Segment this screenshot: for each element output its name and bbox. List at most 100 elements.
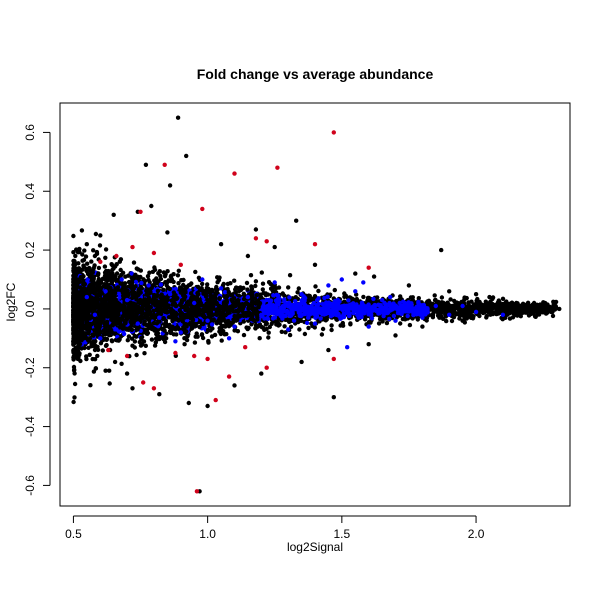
cloud-point bbox=[287, 319, 292, 324]
cloud-point bbox=[431, 309, 436, 315]
cloud-point bbox=[93, 231, 99, 237]
cloud-point bbox=[461, 313, 466, 319]
cloud-point bbox=[98, 341, 104, 346]
cloud-point bbox=[484, 313, 489, 319]
cloud-point bbox=[136, 267, 141, 272]
cloud-point bbox=[176, 281, 181, 286]
cloud-point-core bbox=[314, 298, 320, 303]
cloud-point bbox=[505, 305, 510, 311]
cloud-point bbox=[475, 306, 480, 311]
cloud-point bbox=[200, 281, 205, 287]
cloud-point bbox=[228, 281, 233, 286]
cloud-point bbox=[119, 361, 124, 366]
cloud-point bbox=[147, 270, 152, 275]
cloud-point bbox=[96, 265, 102, 271]
cloud-point bbox=[95, 353, 100, 359]
cloud-point bbox=[432, 293, 437, 298]
cloud-point bbox=[221, 328, 226, 334]
cloud-point bbox=[306, 325, 311, 331]
cloud-point bbox=[91, 339, 96, 344]
cloud-point bbox=[248, 273, 254, 278]
cloud-point-core bbox=[139, 280, 144, 286]
cloud-point bbox=[165, 269, 170, 274]
cloud-point bbox=[168, 278, 174, 284]
cloud-point bbox=[110, 267, 115, 273]
cloud-point bbox=[474, 298, 479, 303]
cloud-point bbox=[507, 311, 512, 316]
cloud-point bbox=[150, 269, 156, 274]
cloud-point-core bbox=[324, 300, 329, 305]
cloud-point bbox=[132, 339, 138, 344]
cloud-point bbox=[214, 287, 220, 292]
cloud-point bbox=[85, 261, 90, 266]
cloud-point-core bbox=[222, 290, 228, 295]
cloud-point bbox=[438, 315, 443, 320]
cloud-point bbox=[487, 304, 492, 310]
cloud-point bbox=[153, 340, 158, 345]
cloud-point bbox=[456, 310, 462, 315]
cloud-point bbox=[451, 315, 457, 320]
cloud-point bbox=[342, 294, 347, 299]
cloud-point bbox=[72, 371, 77, 376]
cloud-point bbox=[185, 333, 190, 339]
cloud-point-core bbox=[289, 306, 294, 312]
cloud-point bbox=[282, 324, 287, 329]
cloud-point bbox=[501, 302, 506, 308]
cloud-point bbox=[452, 298, 457, 304]
cloud-point-core bbox=[178, 322, 183, 327]
cloud-point bbox=[109, 262, 114, 267]
cloud-point bbox=[277, 322, 282, 327]
dense-point-cloud bbox=[71, 228, 559, 405]
cloud-point bbox=[175, 273, 181, 278]
cloud-point-core bbox=[133, 279, 139, 285]
cloud-point bbox=[500, 296, 506, 301]
cloud-point bbox=[550, 313, 556, 319]
cloud-point bbox=[471, 306, 476, 311]
cloud-point bbox=[279, 329, 284, 334]
cloud-point bbox=[162, 339, 168, 345]
cloud-point bbox=[525, 308, 530, 314]
cloud-point bbox=[468, 315, 474, 320]
cloud-point bbox=[232, 278, 237, 283]
cloud-point-core bbox=[397, 300, 402, 306]
cloud-point bbox=[72, 395, 77, 400]
cloud-point bbox=[500, 306, 506, 311]
cloud-point bbox=[427, 301, 432, 306]
cloud-point bbox=[181, 277, 186, 283]
cloud-point bbox=[130, 343, 135, 348]
cloud-point bbox=[375, 295, 380, 300]
cloud-point bbox=[361, 294, 366, 300]
cloud-point bbox=[443, 314, 449, 319]
cloud-point bbox=[319, 332, 325, 337]
cloud-point bbox=[410, 316, 415, 321]
cloud-point bbox=[235, 329, 241, 334]
cloud-point bbox=[530, 310, 535, 315]
cloud-point bbox=[154, 330, 160, 335]
cloud-point bbox=[94, 249, 100, 255]
cloud-point bbox=[267, 324, 272, 330]
cloud-point-core bbox=[320, 301, 325, 307]
cloud-point bbox=[488, 299, 493, 304]
y-axis-label: log2FC bbox=[4, 282, 18, 321]
cloud-point bbox=[448, 297, 453, 302]
cloud-point bbox=[71, 250, 76, 255]
cloud-point bbox=[518, 312, 523, 317]
cloud-point bbox=[126, 334, 132, 339]
cloud-point bbox=[407, 322, 413, 328]
cloud-point bbox=[143, 343, 148, 348]
cloud-point-core bbox=[117, 295, 122, 300]
cloud-point-core bbox=[391, 313, 397, 319]
cloud-point bbox=[283, 330, 288, 335]
cloud-point bbox=[398, 321, 403, 326]
cloud-point bbox=[329, 323, 334, 328]
cloud-point bbox=[297, 327, 302, 332]
cloud-point bbox=[265, 292, 271, 297]
cloud-point-core bbox=[341, 304, 346, 309]
cloud-point bbox=[241, 332, 247, 338]
cloud-point bbox=[384, 320, 390, 326]
cloud-point bbox=[503, 315, 508, 320]
cloud-point bbox=[244, 325, 249, 330]
cloud-point bbox=[362, 317, 368, 322]
cloud-point bbox=[182, 342, 187, 347]
cloud-point bbox=[168, 273, 174, 278]
